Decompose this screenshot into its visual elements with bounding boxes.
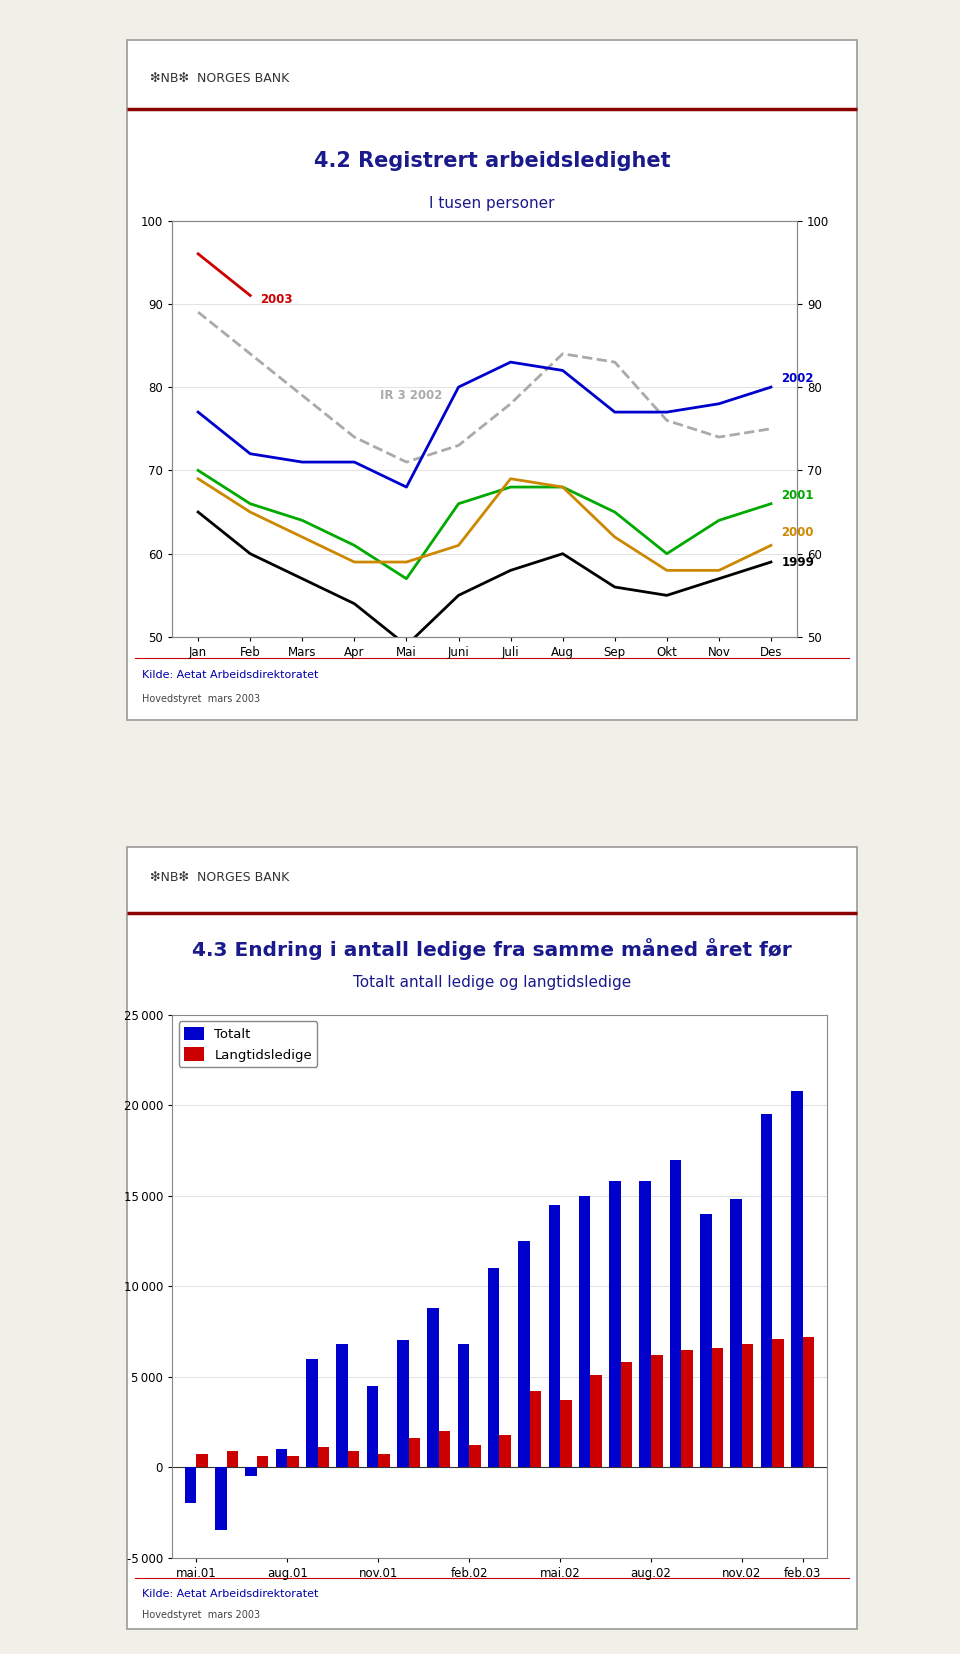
- Text: Totalt antall ledige og langtidsledige: Totalt antall ledige og langtidsledige: [353, 976, 631, 991]
- Text: ❇NB❇  NORGES BANK: ❇NB❇ NORGES BANK: [150, 71, 289, 84]
- Text: Kilde: Aetat Arbeidsdirektoratet: Kilde: Aetat Arbeidsdirektoratet: [142, 670, 319, 680]
- FancyBboxPatch shape: [128, 40, 856, 719]
- Text: Hovedstyret  mars 2003: Hovedstyret mars 2003: [142, 1609, 260, 1621]
- FancyBboxPatch shape: [128, 847, 856, 1629]
- Text: 4.3 Endring i antall ledige fra samme måned året før: 4.3 Endring i antall ledige fra samme må…: [192, 938, 792, 961]
- Text: I tusen personer: I tusen personer: [429, 195, 555, 210]
- Text: 4.2 Registrert arbeidsledighet: 4.2 Registrert arbeidsledighet: [314, 152, 670, 172]
- Text: ❇NB❇  NORGES BANK: ❇NB❇ NORGES BANK: [150, 872, 289, 883]
- Text: Kilde: Aetat Arbeidsdirektoratet: Kilde: Aetat Arbeidsdirektoratet: [142, 1588, 319, 1598]
- Text: Hovedstyret  mars 2003: Hovedstyret mars 2003: [142, 695, 260, 705]
